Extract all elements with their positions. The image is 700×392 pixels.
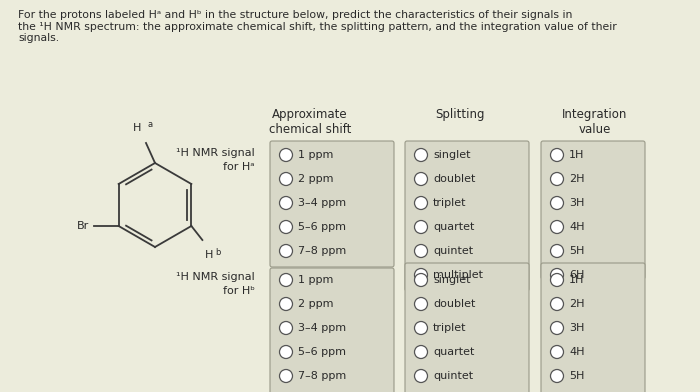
Circle shape xyxy=(550,321,564,334)
Circle shape xyxy=(414,149,428,162)
Text: 6H: 6H xyxy=(569,270,584,280)
Text: for Hᵇ: for Hᵇ xyxy=(223,286,255,296)
Text: 1H: 1H xyxy=(569,150,584,160)
Circle shape xyxy=(279,345,293,359)
Circle shape xyxy=(414,370,428,383)
Text: b: b xyxy=(216,248,220,257)
FancyBboxPatch shape xyxy=(270,268,394,392)
Circle shape xyxy=(279,172,293,185)
Text: triplet: triplet xyxy=(433,198,466,208)
Text: Br: Br xyxy=(76,221,89,231)
Text: 2H: 2H xyxy=(569,174,584,184)
Circle shape xyxy=(414,298,428,310)
Text: 7–8 ppm: 7–8 ppm xyxy=(298,371,346,381)
Text: 3H: 3H xyxy=(569,323,584,333)
Circle shape xyxy=(279,245,293,258)
Text: quintet: quintet xyxy=(433,246,473,256)
Text: 1 ppm: 1 ppm xyxy=(298,150,333,160)
Circle shape xyxy=(279,274,293,287)
Circle shape xyxy=(414,196,428,209)
Circle shape xyxy=(550,370,564,383)
Text: 1H: 1H xyxy=(569,275,584,285)
Circle shape xyxy=(550,345,564,359)
Circle shape xyxy=(550,172,564,185)
Circle shape xyxy=(414,274,428,287)
Circle shape xyxy=(414,269,428,281)
Circle shape xyxy=(550,274,564,287)
Text: Approximate
chemical shift: Approximate chemical shift xyxy=(269,108,351,136)
Text: 2 ppm: 2 ppm xyxy=(298,174,333,184)
Text: Splitting: Splitting xyxy=(435,108,484,121)
Text: 2H: 2H xyxy=(569,299,584,309)
Circle shape xyxy=(550,298,564,310)
Circle shape xyxy=(414,321,428,334)
Circle shape xyxy=(279,321,293,334)
Text: 4H: 4H xyxy=(569,222,584,232)
Text: ¹H NMR signal: ¹H NMR signal xyxy=(176,272,255,282)
Circle shape xyxy=(550,269,564,281)
Text: 5–6 ppm: 5–6 ppm xyxy=(298,222,346,232)
Text: H: H xyxy=(132,123,141,133)
Text: a: a xyxy=(148,120,153,129)
Circle shape xyxy=(279,370,293,383)
Circle shape xyxy=(550,221,564,234)
FancyBboxPatch shape xyxy=(541,263,645,392)
Circle shape xyxy=(414,345,428,359)
Text: quintet: quintet xyxy=(433,371,473,381)
Text: 5–6 ppm: 5–6 ppm xyxy=(298,347,346,357)
FancyBboxPatch shape xyxy=(541,141,645,279)
Circle shape xyxy=(550,149,564,162)
Text: 3–4 ppm: 3–4 ppm xyxy=(298,198,346,208)
Text: H: H xyxy=(205,250,214,260)
Circle shape xyxy=(414,172,428,185)
Text: 5H: 5H xyxy=(569,371,584,381)
Circle shape xyxy=(279,298,293,310)
Circle shape xyxy=(279,149,293,162)
Text: singlet: singlet xyxy=(433,275,470,285)
Text: doublet: doublet xyxy=(433,299,475,309)
Text: 4H: 4H xyxy=(569,347,584,357)
Text: For the protons labeled Hᵃ and Hᵇ in the structure below, predict the characteri: For the protons labeled Hᵃ and Hᵇ in the… xyxy=(18,10,617,43)
Circle shape xyxy=(550,245,564,258)
Text: multiplet: multiplet xyxy=(433,270,483,280)
Circle shape xyxy=(414,221,428,234)
Text: triplet: triplet xyxy=(433,323,466,333)
Text: singlet: singlet xyxy=(433,150,470,160)
Text: for Hᵃ: for Hᵃ xyxy=(223,162,255,172)
Text: ¹H NMR signal: ¹H NMR signal xyxy=(176,148,255,158)
Circle shape xyxy=(550,196,564,209)
Text: 3–4 ppm: 3–4 ppm xyxy=(298,323,346,333)
FancyBboxPatch shape xyxy=(270,141,394,267)
Circle shape xyxy=(279,221,293,234)
Text: 2 ppm: 2 ppm xyxy=(298,299,333,309)
FancyBboxPatch shape xyxy=(405,263,529,392)
Text: 3H: 3H xyxy=(569,198,584,208)
Text: quartet: quartet xyxy=(433,222,475,232)
Circle shape xyxy=(414,245,428,258)
Text: 1 ppm: 1 ppm xyxy=(298,275,333,285)
Circle shape xyxy=(279,196,293,209)
Text: Integration
value: Integration value xyxy=(562,108,628,136)
Text: 5H: 5H xyxy=(569,246,584,256)
Text: doublet: doublet xyxy=(433,174,475,184)
Text: quartet: quartet xyxy=(433,347,475,357)
Text: 7–8 ppm: 7–8 ppm xyxy=(298,246,346,256)
FancyBboxPatch shape xyxy=(405,141,529,291)
